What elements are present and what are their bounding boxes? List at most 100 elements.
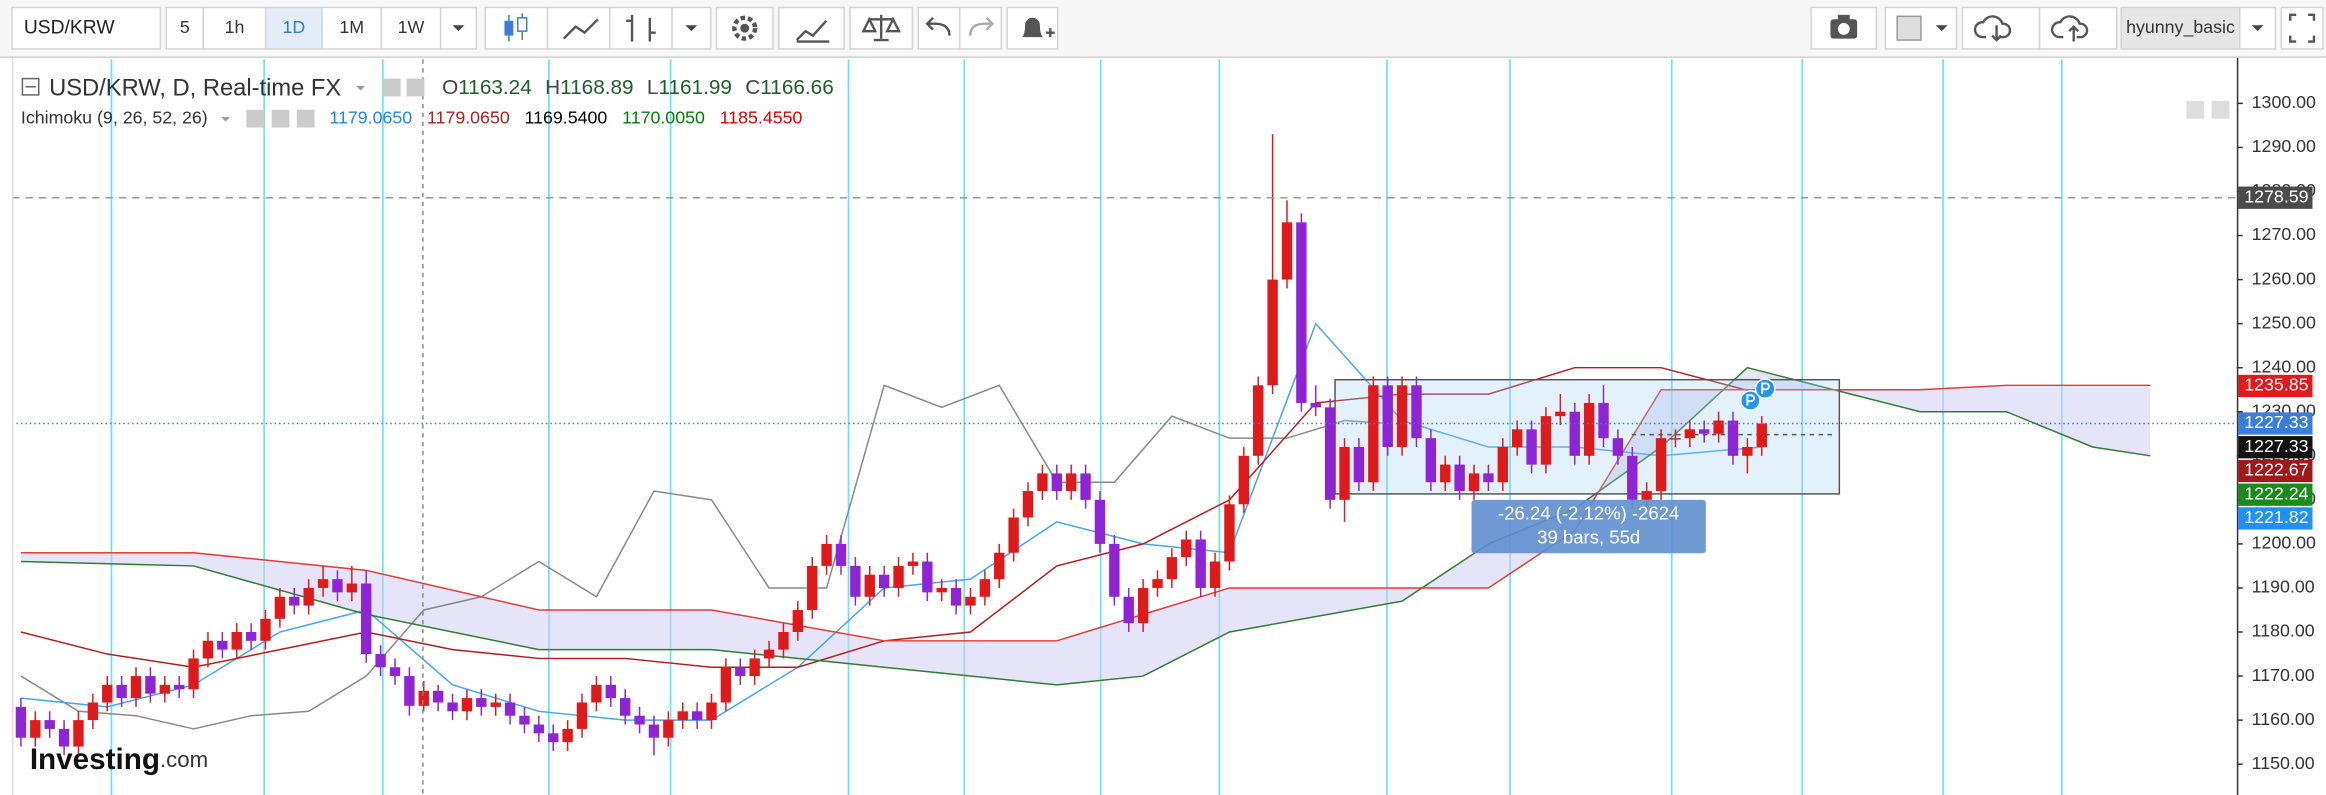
redo-button[interactable] bbox=[959, 6, 1003, 50]
candle-body bbox=[1627, 455, 1638, 500]
color-swatch bbox=[1896, 15, 1922, 41]
ohlc-key: H bbox=[545, 76, 560, 99]
user-box[interactable] bbox=[2120, 6, 2241, 50]
bar-icon bbox=[626, 14, 656, 42]
candle-body bbox=[1080, 473, 1091, 500]
interval-group: 5 1h 1D 1M 1W bbox=[165, 6, 442, 50]
ohlc-key: C bbox=[745, 76, 760, 99]
candle-body bbox=[893, 565, 904, 588]
interval-button[interactable] bbox=[165, 6, 205, 50]
caret bbox=[356, 86, 366, 91]
candle-body bbox=[1109, 543, 1120, 597]
candle-body bbox=[1051, 473, 1062, 492]
candle-body bbox=[1727, 420, 1739, 456]
candle-body bbox=[447, 702, 458, 712]
indicators-icon bbox=[795, 19, 830, 43]
interval-label[interactable]: 1h bbox=[225, 17, 245, 37]
scale-icon bbox=[861, 14, 901, 42]
gear-icon bbox=[732, 15, 758, 41]
y-tick-label: 1160.00 bbox=[2252, 709, 2315, 729]
candle-body bbox=[145, 676, 156, 694]
price-badge bbox=[2238, 483, 2313, 506]
interval-button[interactable] bbox=[202, 6, 267, 50]
candle-body bbox=[576, 702, 588, 729]
candle-body bbox=[58, 728, 70, 747]
indicator-value: 1185.4550 bbox=[720, 107, 803, 127]
candle-body bbox=[1468, 473, 1480, 492]
indicator-remove[interactable] bbox=[296, 109, 315, 128]
candle-body bbox=[807, 565, 818, 610]
indicator-eye[interactable] bbox=[246, 109, 265, 128]
interval-label[interactable]: 5 bbox=[180, 17, 190, 37]
scroll-icon[interactable] bbox=[2211, 100, 2230, 119]
candle-body bbox=[619, 698, 631, 716]
candle-body bbox=[1368, 385, 1379, 483]
price-badge-label: 1222.24 bbox=[2244, 483, 2308, 503]
candle-body bbox=[1540, 416, 1552, 465]
price-badge bbox=[2238, 436, 2313, 459]
price-badge bbox=[2238, 412, 2313, 435]
candle-body bbox=[1094, 499, 1106, 544]
candle-body bbox=[950, 587, 962, 606]
ohlc-value: 1168.89 bbox=[560, 76, 633, 99]
candle-body bbox=[1267, 279, 1278, 386]
interval-button[interactable] bbox=[380, 6, 442, 50]
candle-body bbox=[1440, 464, 1451, 483]
caret bbox=[1935, 25, 1948, 32]
candle-body bbox=[691, 711, 703, 721]
candle-body bbox=[231, 632, 242, 650]
price-badge-label: 1227.33 bbox=[2244, 412, 2308, 432]
interval-button[interactable] bbox=[264, 6, 323, 50]
candle-body bbox=[850, 565, 861, 597]
fullscreen-icon bbox=[2289, 13, 2316, 43]
redo-icon bbox=[968, 16, 995, 36]
legend-settings[interactable] bbox=[406, 78, 425, 97]
symbol-box[interactable] bbox=[11, 6, 162, 50]
interval-label[interactable]: 1D bbox=[282, 17, 305, 37]
legend-ohlc: O1163.24 H1168.89 L1161.99 C1166.66 bbox=[442, 76, 834, 99]
candle-body bbox=[922, 561, 933, 593]
candle-body bbox=[663, 720, 674, 738]
user-name[interactable]: hyunny_basic bbox=[2126, 17, 2235, 38]
measure-change: -26.24 (-2.12%) -2624 bbox=[1498, 503, 1679, 524]
bell-icon bbox=[1022, 17, 1043, 38]
symbol[interactable]: USD/KRW bbox=[24, 17, 115, 38]
candle-body bbox=[375, 654, 386, 668]
scroll-icon[interactable] bbox=[2186, 100, 2205, 119]
price-badge bbox=[2238, 459, 2313, 483]
y-tick-label: 1260.00 bbox=[2252, 268, 2316, 288]
candle-body bbox=[965, 596, 976, 606]
undo-button[interactable] bbox=[917, 6, 961, 50]
indicator-value: 1170.0050 bbox=[622, 107, 705, 127]
candle-style-button[interactable] bbox=[484, 6, 549, 50]
interval-label[interactable]: 1W bbox=[398, 17, 425, 37]
candle-body bbox=[432, 690, 444, 703]
candle-body bbox=[1382, 385, 1393, 447]
candle-body bbox=[1166, 557, 1178, 580]
candle-body bbox=[1353, 446, 1365, 483]
logo: Investing.com bbox=[30, 743, 208, 776]
candle-body bbox=[864, 574, 875, 597]
y-tick-label: 1170.00 bbox=[2252, 665, 2315, 685]
legend-eye[interactable] bbox=[382, 78, 401, 97]
candle-body bbox=[1137, 587, 1149, 624]
fullscreen-button[interactable] bbox=[2280, 6, 2324, 50]
candle-body bbox=[821, 543, 832, 566]
y-tick-label: 1190.00 bbox=[2252, 577, 2315, 597]
ichimoku-cloud bbox=[20, 367, 2151, 685]
gear-hub bbox=[740, 23, 750, 33]
candle-body bbox=[1454, 464, 1465, 492]
indicator-settings[interactable] bbox=[271, 109, 290, 128]
candle-body bbox=[202, 640, 214, 659]
candle-body bbox=[1742, 446, 1753, 456]
indicator-value: 1179.0650 bbox=[427, 107, 510, 127]
bar-style-button[interactable] bbox=[609, 6, 673, 50]
candle-body bbox=[1238, 455, 1250, 505]
candle-body bbox=[361, 583, 372, 655]
indicator-name: Ichimoku (9, 26, 52, 26) bbox=[21, 107, 208, 127]
candle-body bbox=[418, 690, 429, 706]
caret bbox=[452, 25, 465, 32]
candle-body bbox=[260, 618, 271, 641]
candle-body bbox=[979, 579, 991, 597]
interval-label[interactable]: 1M bbox=[339, 17, 364, 37]
